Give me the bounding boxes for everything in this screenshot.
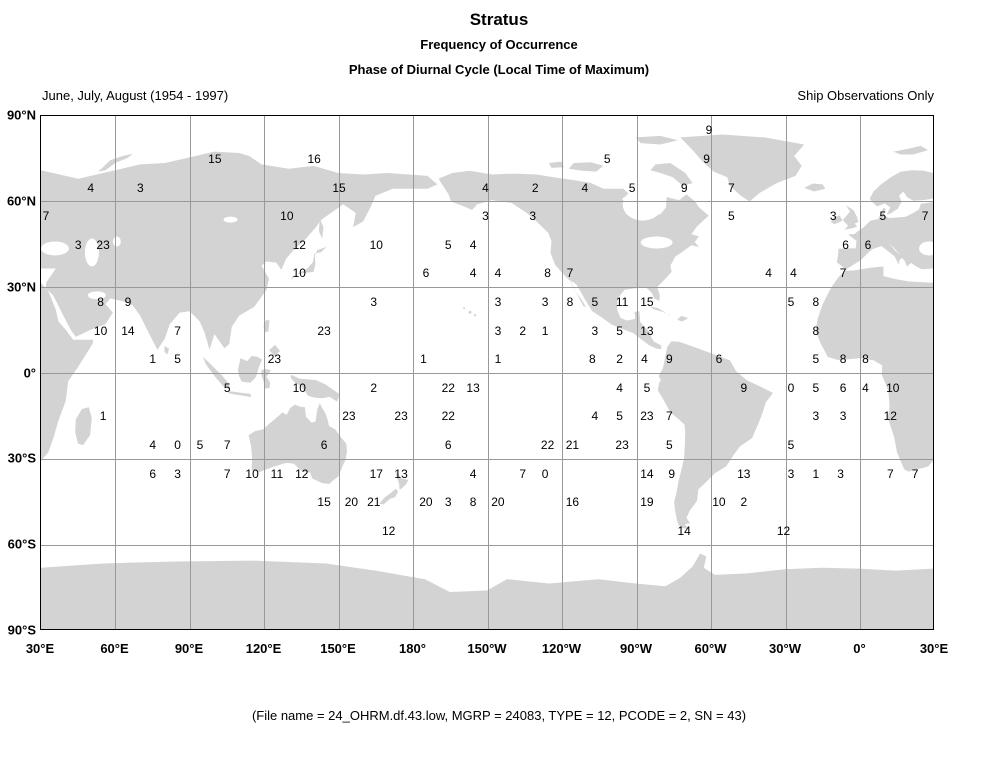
longitude-tick-label: 60°W [694, 641, 727, 656]
longitude-tick-label: 150°W [467, 641, 507, 656]
latitude-tick-label: 60°S [7, 536, 36, 552]
sea-persian-gulf [87, 291, 106, 300]
latitude-tick-label: 0° [23, 365, 36, 380]
landmass-japan [290, 246, 328, 284]
landmass-sri-lanka [164, 346, 170, 355]
landmass-great-britain [842, 205, 859, 230]
lake-baikal [223, 216, 238, 223]
landmass-south-america [657, 341, 773, 530]
longitude-tick-label: 180° [399, 641, 426, 656]
landmass-svalbard [893, 145, 929, 155]
longitude-tick-label: 30°W [769, 641, 801, 656]
landmass-north-america [438, 170, 709, 350]
latitude-tick-label: 30°S [7, 450, 36, 466]
landmass-hawaii [468, 310, 472, 314]
sea-black-sea-west-edge [919, 241, 933, 256]
sea-black-sea-east-edge [41, 241, 69, 256]
landmass-mindanao [268, 344, 281, 356]
landmass-sakhalin [318, 218, 324, 239]
world-map [41, 134, 933, 629]
landmass-baffin-island [650, 163, 693, 186]
landmass-ellesmere-island [635, 135, 678, 145]
landmass-hispaniola [677, 315, 689, 322]
landmass-hawaii-3 [473, 314, 477, 317]
landmass-antarctica [41, 553, 933, 629]
landmass-madagascar [75, 407, 92, 446]
latitude-tick-label: 90°N [6, 107, 36, 123]
figure-title: Stratus [469, 10, 529, 29]
figure-subtitle-frequency: Frequency of Occurrence [420, 37, 578, 52]
longitude-tick-label: 120°E [245, 641, 282, 656]
lake-aral-sea [112, 236, 121, 247]
longitude-tick-label: 90°W [620, 641, 652, 656]
landmass-australia [248, 403, 348, 484]
landmass-new-zealand-north [394, 470, 409, 491]
landmass-luzon [263, 320, 270, 333]
landmass-ireland [830, 215, 843, 225]
latitude-tick-label: 90°S [7, 622, 36, 638]
source-label: Ship Observations Only [797, 88, 934, 103]
landmass-cuba [650, 306, 672, 316]
latitude-tick-label: 30°N [6, 279, 36, 295]
landmass-eurasia [41, 151, 438, 350]
landmass-sulawesi [261, 368, 271, 389]
longitude-tick-label: 120°W [541, 641, 582, 656]
landmass-africa-west [815, 266, 933, 472]
longitude-tick-label: 0° [853, 641, 866, 656]
longitude-tick-label: 90°E [174, 641, 204, 656]
latitude-tick-label: 60°N [6, 193, 36, 209]
landmass-victoria-island [568, 162, 604, 172]
landmass-new-zealand-south [379, 488, 399, 505]
longitude-tick-label: 30°E [25, 641, 55, 656]
landmass-iceland [804, 183, 826, 192]
lake-caspian-sea [84, 238, 99, 267]
sea-hudson-bay [622, 188, 663, 221]
landmass-new-guinea [290, 374, 340, 402]
longitude-tick-label: 30°E [919, 641, 949, 656]
landmass-sumatra [202, 356, 230, 390]
landmass-borneo [237, 355, 263, 383]
period-label: June, July, August (1954 - 1997) [42, 88, 229, 103]
lake-great-lakes [640, 236, 673, 249]
landmass-baja-california [568, 278, 586, 307]
longitude-tick-label: 150°E [320, 641, 356, 656]
landmass-banks-island [548, 161, 564, 168]
landmass-hawaii-2 [463, 307, 466, 310]
landmass-africa-east [41, 282, 93, 461]
landmass-java [228, 391, 252, 398]
landmass-greenland [680, 134, 805, 202]
longitude-tick-label: 60°E [100, 641, 129, 656]
landmass-scandinavia [869, 170, 933, 215]
figure-subtitle-phase: Phase of Diurnal Cycle (Local Time of Ma… [348, 62, 650, 77]
file-caption: (File name = 24_OHRM.df.43.low, MGRP = 2… [251, 708, 747, 723]
map-frame: 9 15 16 5 9 4 3 15 4 2 4 5 9 7 7 10 3 3 5 3 5 7 3 23 12 10 5 4 6 6 10 6… [40, 115, 934, 630]
